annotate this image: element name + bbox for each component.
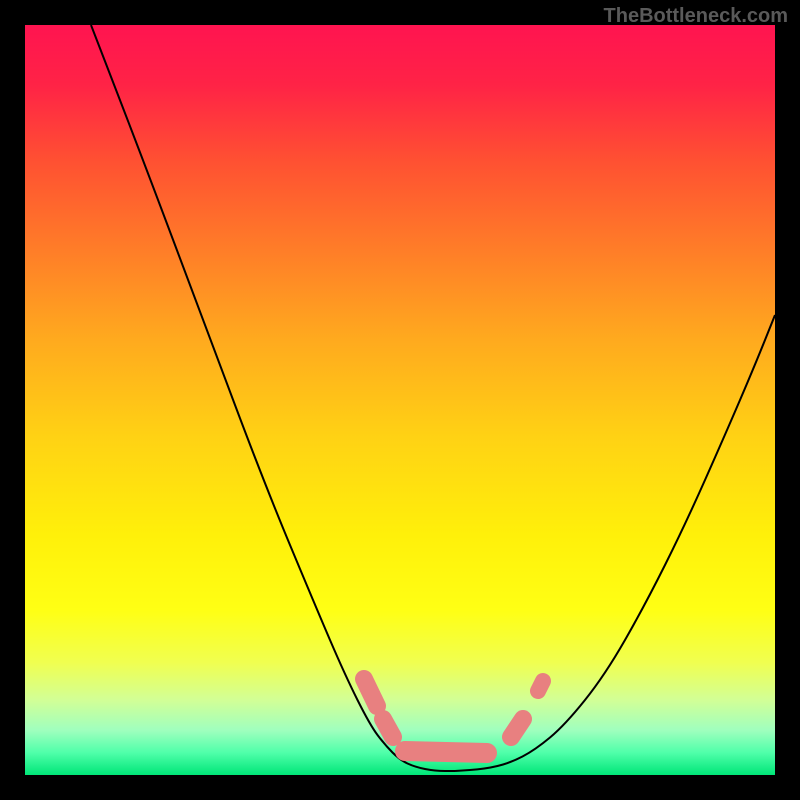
chart-plot-area	[25, 25, 775, 775]
chart-curves	[25, 25, 775, 775]
data-markers	[364, 679, 543, 753]
curve-left	[91, 25, 455, 771]
watermark-text: TheBottleneck.com	[604, 5, 788, 28]
curve-right	[455, 315, 775, 771]
